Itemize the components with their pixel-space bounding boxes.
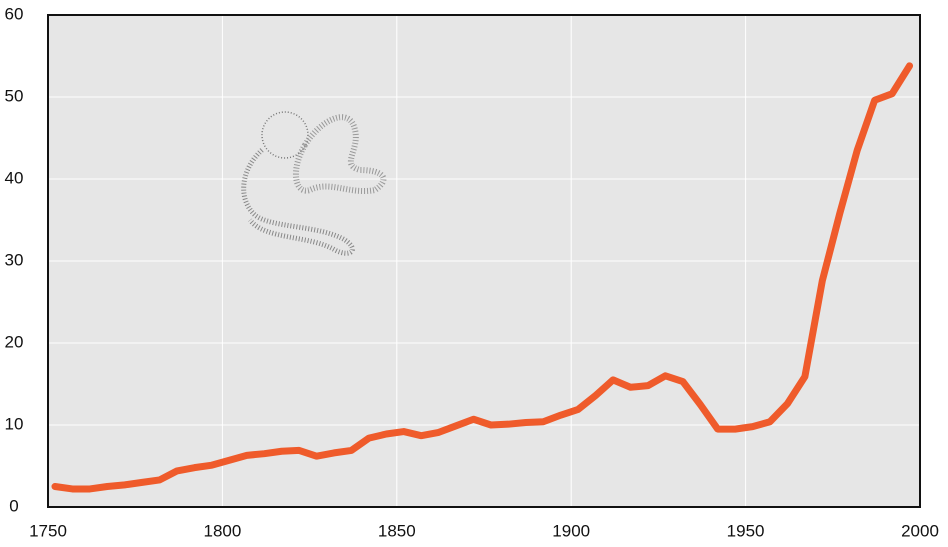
- y-tick-label: 40: [5, 168, 24, 187]
- x-tick-label: 1750: [29, 521, 67, 540]
- x-tick-label: 1900: [552, 521, 590, 540]
- y-tick-label: 10: [5, 414, 24, 433]
- x-tick-label: 2000: [901, 521, 939, 540]
- y-tick-label: 50: [5, 86, 24, 105]
- y-tick-label: 20: [5, 332, 24, 351]
- x-tick-label: 1800: [203, 521, 241, 540]
- chart: 0 10 20 30 40 50 60 1750 1800 1850 1900 1950 2000: [0, 0, 948, 547]
- y-tick-label: 30: [5, 250, 24, 269]
- y-tick-label: 0: [9, 496, 18, 515]
- y-tick-label: 60: [5, 4, 24, 23]
- x-tick-label: 1950: [727, 521, 765, 540]
- x-tick-label: 1850: [378, 521, 416, 540]
